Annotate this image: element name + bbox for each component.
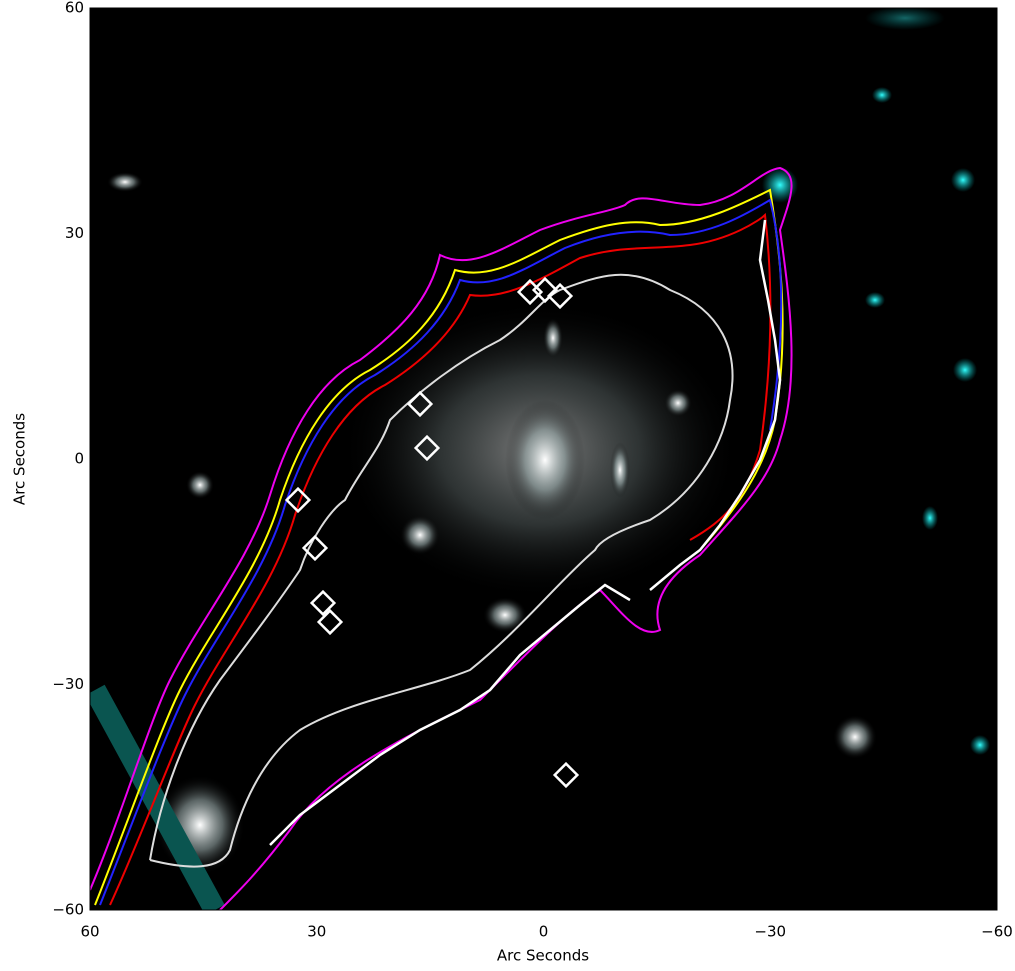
x-axis-label: Arc Seconds bbox=[497, 947, 589, 965]
x-tick-label: 60 bbox=[80, 923, 99, 941]
y-tick-label: −30 bbox=[52, 675, 84, 693]
x-tick-label: −60 bbox=[981, 923, 1013, 941]
x-tick-label: 0 bbox=[539, 923, 549, 941]
y-axis-label: Arc Seconds bbox=[11, 413, 29, 505]
y-tick-label: 30 bbox=[65, 224, 84, 242]
y-tick-label: −60 bbox=[52, 901, 84, 919]
sky-image bbox=[90, 6, 997, 910]
chart: Arc Seconds Arc Seconds 60 30 0 −30 −60 −60 −3… bbox=[0, 0, 1015, 967]
x-tick-label: 30 bbox=[307, 923, 326, 941]
y-tick-label: 60 bbox=[65, 0, 84, 17]
x-tick-label: −30 bbox=[754, 923, 786, 941]
y-tick-label: 0 bbox=[74, 450, 84, 468]
